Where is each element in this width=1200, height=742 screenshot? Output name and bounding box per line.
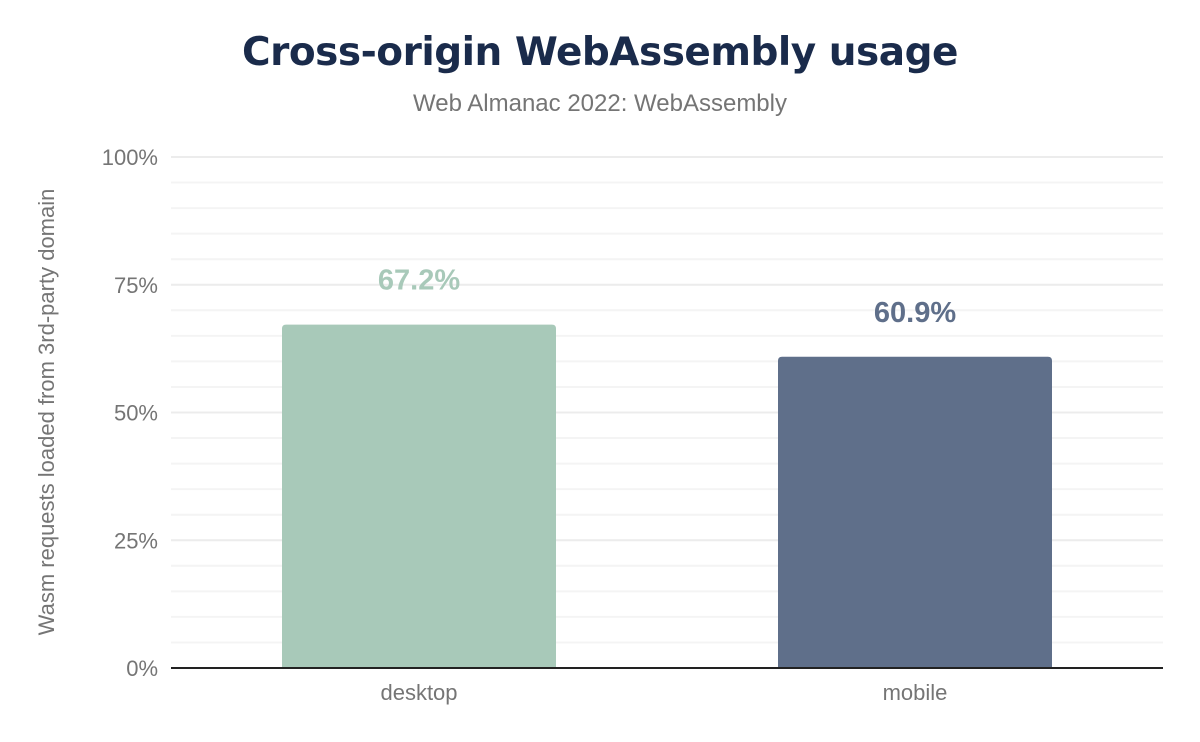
y-axis-label: Wasm requests loaded from 3rd-party doma… bbox=[34, 189, 59, 636]
y-tick-label: 25% bbox=[114, 528, 158, 553]
bar-mobile bbox=[778, 356, 1052, 668]
y-tick-label: 0% bbox=[126, 656, 158, 681]
y-tick-label: 100% bbox=[102, 145, 158, 170]
data-label: 67.2% bbox=[378, 265, 460, 297]
x-tick-label: mobile bbox=[883, 680, 948, 705]
y-tick-label: 50% bbox=[114, 401, 158, 426]
y-tick-label: 75% bbox=[114, 273, 158, 298]
chart-subtitle: Web Almanac 2022: WebAssembly bbox=[413, 90, 787, 117]
bar-desktop bbox=[282, 324, 556, 668]
data-label: 60.9% bbox=[874, 297, 956, 329]
chart-title: Cross-origin WebAssembly usage bbox=[242, 30, 958, 75]
x-tick-label: desktop bbox=[380, 680, 457, 705]
